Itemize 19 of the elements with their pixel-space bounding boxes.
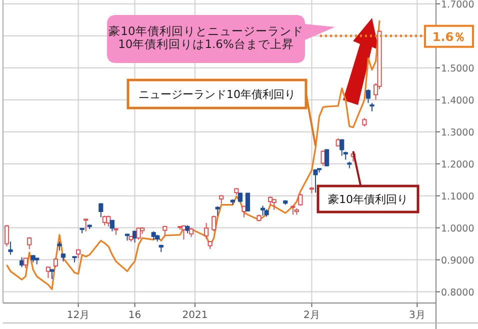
x-tick-label: 16 <box>128 310 142 321</box>
x-tick-label: 3月 <box>408 310 426 321</box>
y-tick-label: 1.5000 <box>441 63 474 74</box>
annotation: 豪10年債利回りとニュージーランド 10年債利回りは1.6%台まで上昇 <box>108 24 304 51</box>
ref-label: 1.6％ <box>424 24 474 48</box>
y-tick-label: 1.1000 <box>441 191 474 202</box>
ref-line-label: 1.6％ <box>432 30 466 44</box>
y-tick-label: 0.8000 <box>441 287 474 298</box>
series-label: 豪10年債利回り <box>328 193 408 206</box>
x-tick-label: 12月 <box>66 310 90 321</box>
x-tick-label: 2月 <box>304 310 320 321</box>
annotation: 豪10年債利回りとニュージーランド 10年債利回りは1.6%台まで上昇 <box>107 15 335 63</box>
y-tick-label: 1.7000 <box>441 0 474 10</box>
y-tick-label: 1.0000 <box>441 223 474 234</box>
y-tick-label: 1.3000 <box>441 127 474 138</box>
y-tick-label: 1.2000 <box>441 159 474 170</box>
y-tick-label: 0.9000 <box>441 255 474 266</box>
x-tick-label: 2021 <box>182 310 208 321</box>
y-tick-label: 1.4000 <box>441 95 474 106</box>
